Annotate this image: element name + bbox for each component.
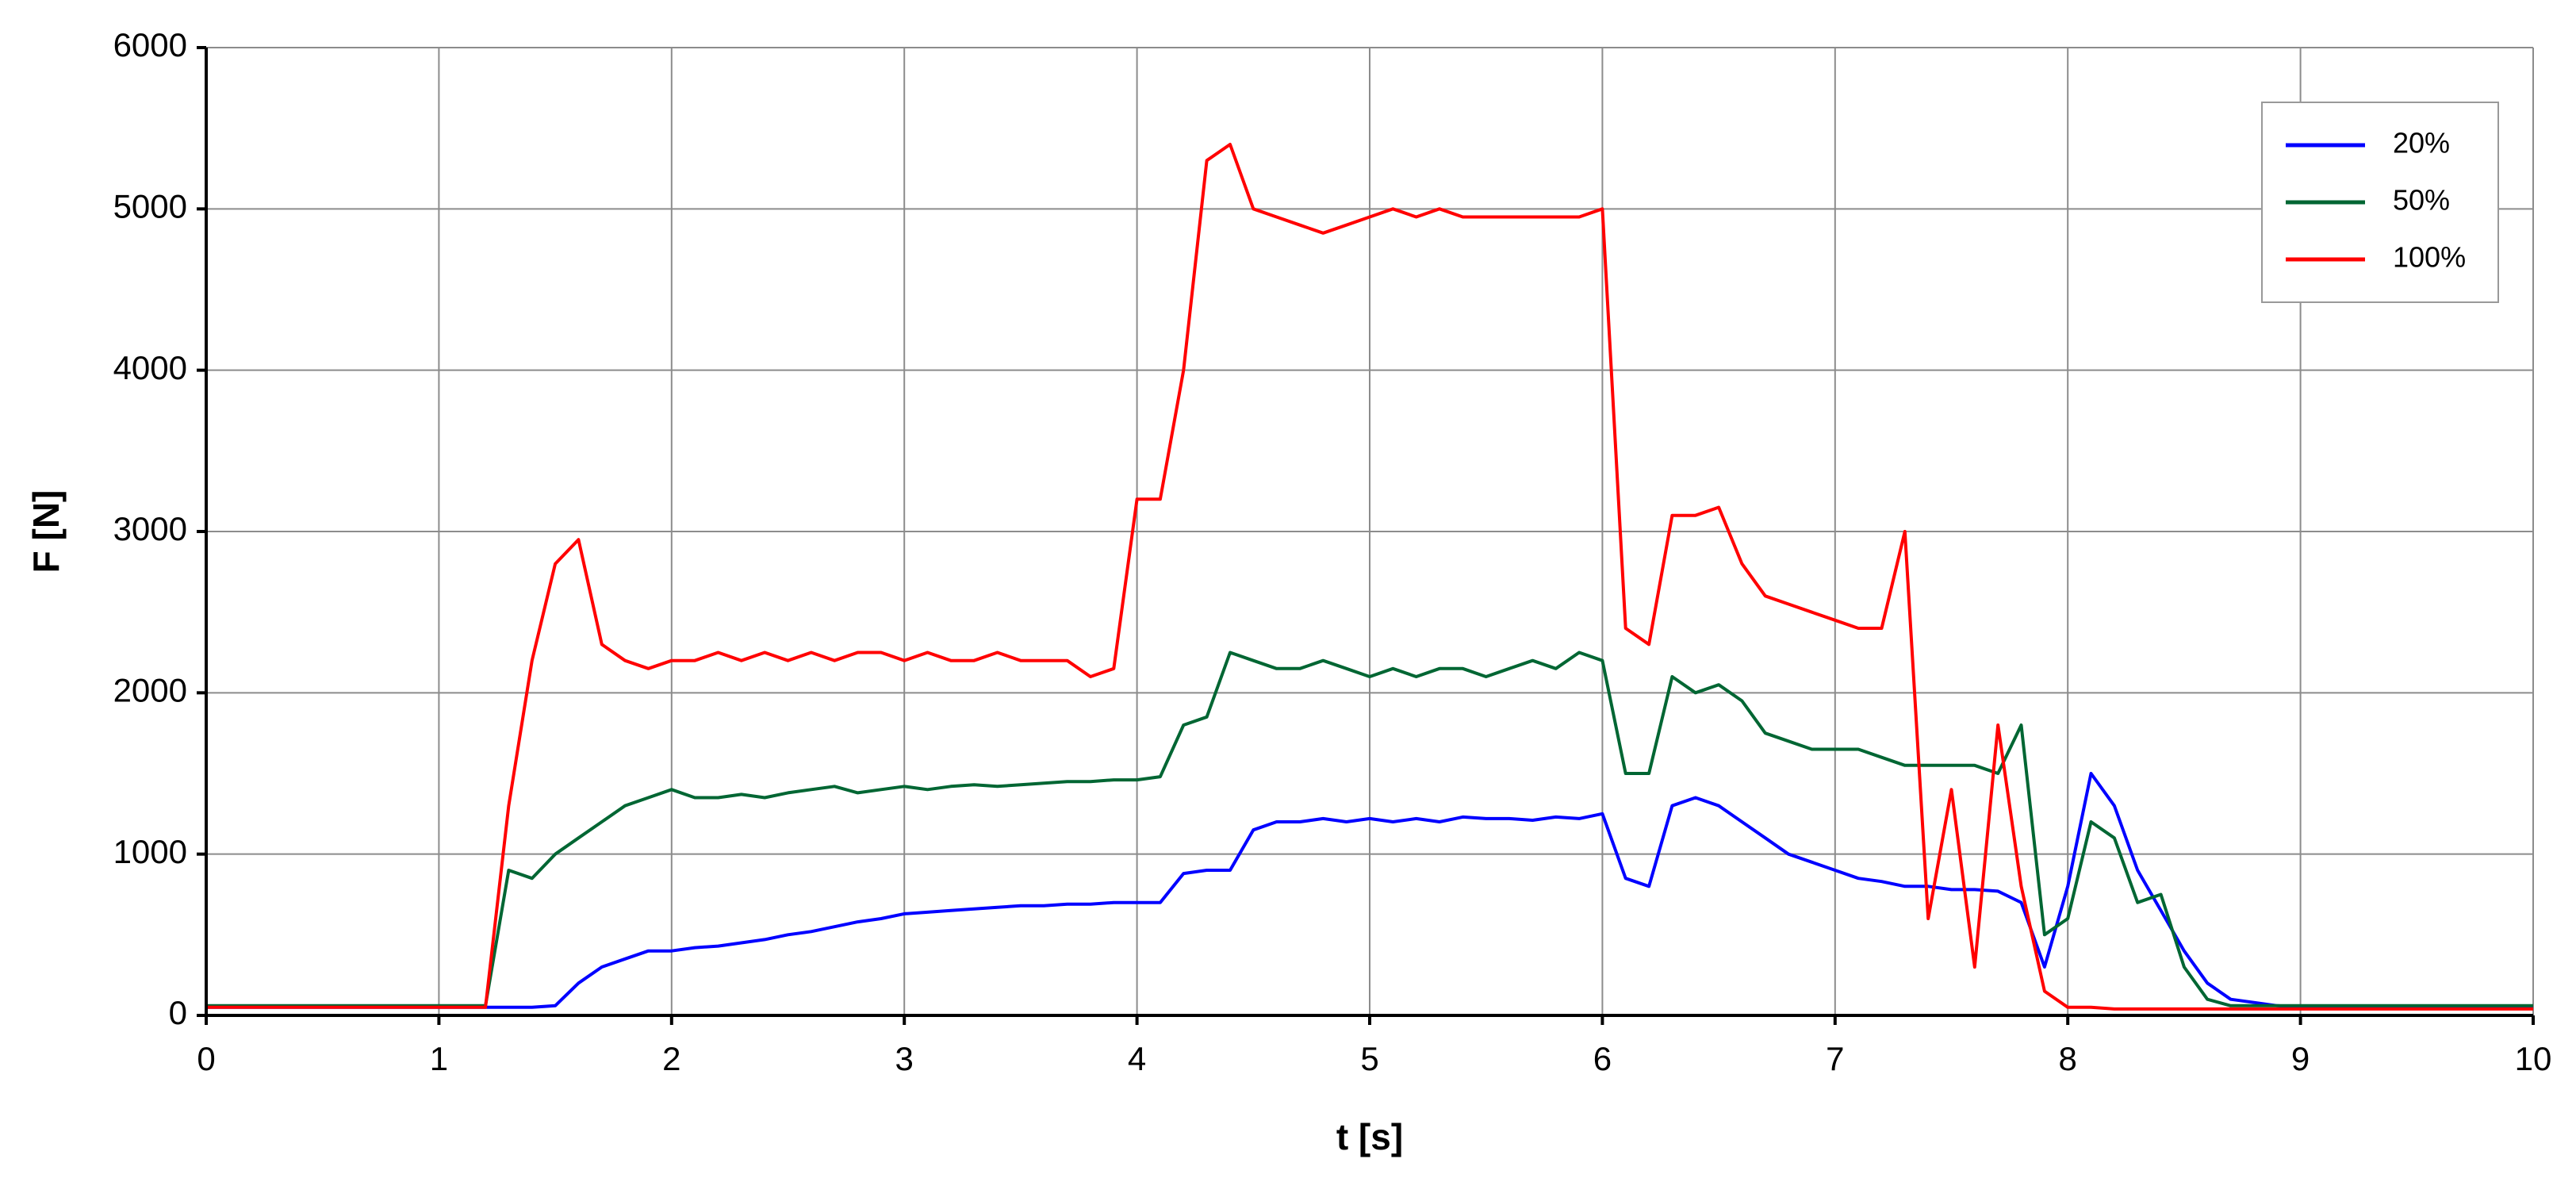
legend-label: 20% (2393, 127, 2450, 159)
y-tick-label: 1000 (113, 833, 187, 870)
x-tick-label: 0 (197, 1040, 215, 1077)
y-tick-label: 4000 (113, 349, 187, 386)
x-tick-label: 3 (895, 1040, 914, 1077)
legend-label: 100% (2393, 241, 2466, 274)
x-tick-label: 6 (1593, 1040, 1612, 1077)
x-tick-label: 4 (1128, 1040, 1146, 1077)
x-tick-label: 7 (1826, 1040, 1844, 1077)
series-line (206, 650, 2533, 1007)
legend-label: 50% (2393, 184, 2450, 217)
y-tick-label: 6000 (113, 26, 187, 63)
x-tick-label: 5 (1360, 1040, 1378, 1077)
legend-box (2261, 102, 2499, 303)
y-tick-label: 0 (169, 994, 187, 1031)
y-axis-label: F [N] (25, 490, 67, 574)
y-tick-label: 2000 (113, 671, 187, 708)
x-tick-label: 2 (662, 1040, 680, 1077)
x-tick-label: 8 (2059, 1040, 2077, 1077)
series-line (206, 772, 2533, 1009)
x-tick-label: 1 (430, 1040, 448, 1077)
x-axis-label: t [s] (1336, 1116, 1403, 1157)
x-tick-label: 9 (2291, 1040, 2310, 1077)
y-tick-label: 3000 (113, 510, 187, 547)
y-tick-label: 5000 (113, 187, 187, 225)
series-line (206, 143, 2533, 1011)
x-tick-label: 10 (2515, 1040, 2552, 1077)
